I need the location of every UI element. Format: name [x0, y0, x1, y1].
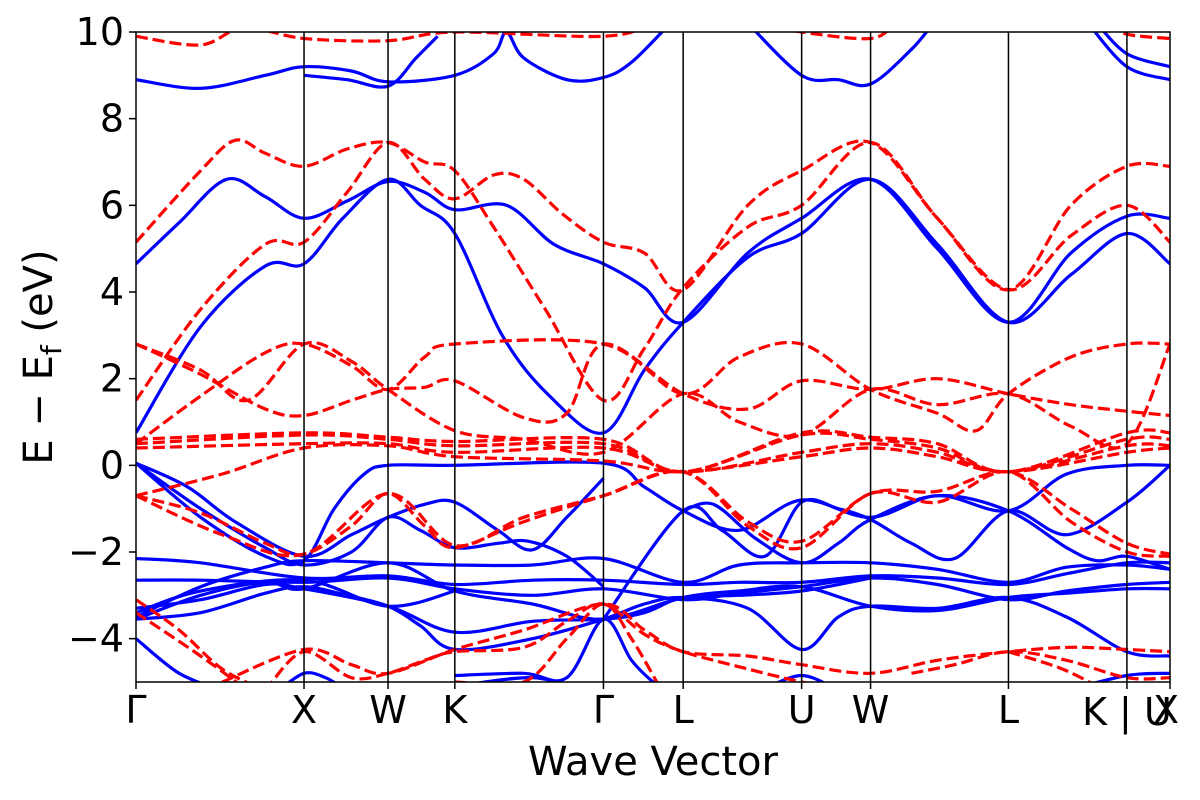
band-line-spin-down [791, 32, 889, 41]
y-axis-label-unit: (eV) [16, 249, 62, 345]
y-tick-label: 10 [76, 10, 124, 54]
band-line-spin-down [136, 611, 240, 682]
band-line-spin-down [270, 602, 810, 682]
x-tick-label: Γ [125, 688, 146, 732]
x-tick-label: K | U [1082, 690, 1172, 735]
band-line-spin-down [911, 650, 1170, 681]
band-line-spin-up [136, 576, 871, 635]
x-tick-label: U [788, 688, 816, 732]
x-axis-label: Wave Vector [528, 739, 779, 785]
y-tick-label: −4 [68, 617, 124, 661]
band-line-spin-up [136, 556, 1170, 587]
band-line-spin-up [136, 461, 605, 558]
band-line-spin-up [136, 585, 1170, 658]
band-line-spin-up [136, 556, 1170, 619]
y-tick-label: −2 [68, 530, 124, 574]
band-line-spin-up [136, 177, 1170, 435]
x-tick-label: L [673, 688, 694, 732]
y-tick-label: 6 [100, 183, 124, 227]
band-line-spin-up [136, 176, 1170, 325]
x-tick-label: X [1153, 688, 1179, 732]
band-line-spin-down [136, 342, 1170, 424]
band-line-spin-up [754, 32, 929, 88]
x-tick-label: X [291, 688, 317, 732]
x-tick-label: L [998, 688, 1019, 732]
y-axis-label: E − Ef (eV) [16, 249, 68, 464]
y-tick-label: 4 [100, 270, 124, 314]
band-line-spin-up [136, 32, 665, 90]
band-line-spin-down [136, 598, 250, 682]
x-tick-label: W [369, 688, 407, 732]
band-line-spin-up [136, 461, 605, 588]
y-axis-label-main: E − E [16, 355, 62, 465]
band-line-spin-down [136, 32, 637, 47]
band-line-spin-up [136, 637, 203, 682]
kpoint-divider-lines [303, 32, 1128, 682]
band-line-spin-down [136, 340, 1170, 456]
x-tick-label: K [442, 688, 468, 732]
y-tick-label: 2 [100, 357, 124, 401]
band-line-spin-up [602, 464, 1170, 621]
x-tick-label: W [852, 688, 890, 732]
y-axis-ticks: 10 8 6 4 2 0 −2 −4 [68, 10, 136, 661]
band-line-spin-down [136, 139, 1170, 402]
band-line-spin-down [454, 602, 659, 682]
plot-frame [135, 31, 1171, 683]
x-tick-label: Γ [593, 688, 614, 732]
band-line-spin-down [1007, 650, 1093, 682]
y-tick-label: 8 [100, 97, 124, 141]
band-line-spin-up [682, 493, 1170, 571]
y-tick-label: 0 [100, 443, 124, 487]
y-axis-label-subscript: f [35, 344, 68, 355]
